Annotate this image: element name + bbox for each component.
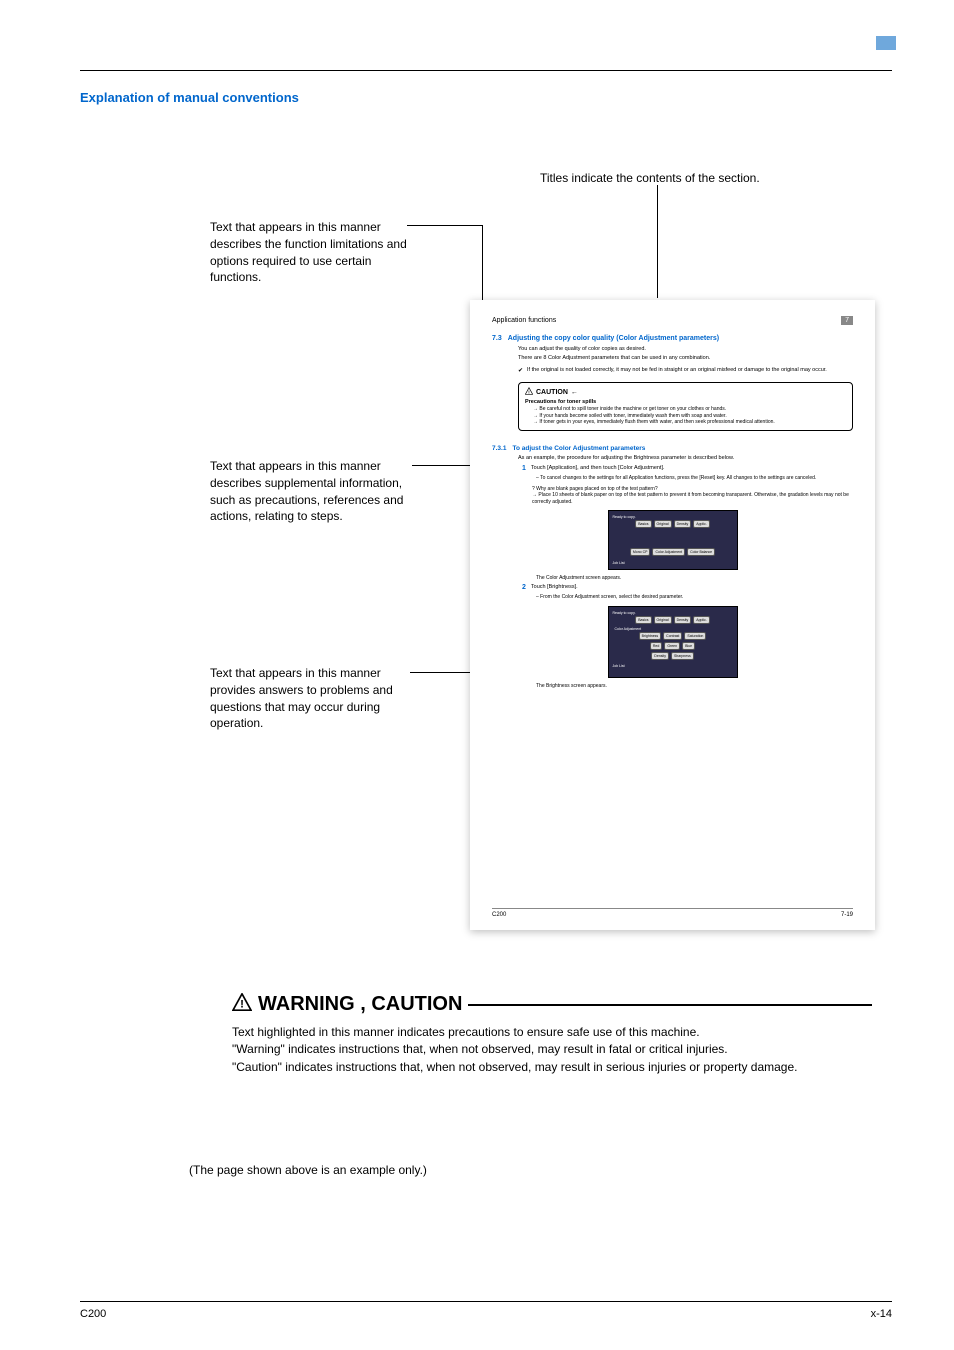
footer-left: C200 — [80, 1308, 106, 1320]
svg-text:!: ! — [240, 999, 244, 1011]
sample-sec-num: 7.3 — [492, 335, 502, 342]
warning-body: Text highlighted in this manner indicate… — [232, 1024, 872, 1076]
caution-icon: ! — [525, 387, 533, 397]
screen-tab: Applic. — [693, 520, 710, 528]
screen-btn: Contrast — [663, 632, 682, 640]
sample-sec-title: Adjusting the copy color quality (Color … — [508, 335, 719, 342]
step2-txt: Touch [Brightness]. — [531, 584, 853, 590]
warning-body-3: "Caution" indicates instructions that, w… — [232, 1059, 872, 1076]
sample-header-title: Application functions — [492, 317, 556, 324]
warning-body-1: Text highlighted in this manner indicate… — [232, 1024, 872, 1041]
step1-num: 1 — [522, 465, 526, 472]
screen-tab: Density — [674, 520, 692, 528]
header-tab — [876, 36, 896, 50]
screen-btn: Mono CP — [630, 548, 651, 556]
sample-sub-sec-title: To adjust the Color Adjustment parameter… — [512, 445, 645, 452]
sample-caution-title: CAUTION — [536, 389, 568, 396]
sample-step-2: 2 Touch [Brightness]. — [522, 584, 853, 591]
sample-footer-left: C200 — [492, 912, 506, 918]
screen-tab: Original — [654, 616, 672, 624]
check-icon: ✔ — [518, 367, 523, 374]
sample-header-badge: 7 — [841, 316, 853, 325]
warning-icon: ! — [232, 993, 252, 1016]
sample-header: Application functions 7 — [492, 316, 853, 325]
screen-tab: Original — [654, 520, 672, 528]
sample-sub-sec-num: 7.3.1 — [492, 445, 506, 452]
sample-page: Application functions 7 7.3 Adjusting th… — [470, 300, 875, 930]
screen-btn: Red — [650, 642, 662, 650]
screen-tab: Basics — [635, 520, 651, 528]
sample-step-1: 1 Touch [Application], and then touch [C… — [522, 465, 853, 472]
title-pointer-line — [657, 185, 658, 298]
screen-tab: Density — [674, 616, 692, 624]
sample-screen-2: Ready to copy. Basics Original Density A… — [608, 606, 738, 678]
screen-btn: Blue — [682, 642, 695, 650]
step1-txt: Touch [Application], and then touch [Col… — [531, 465, 853, 471]
warning-divider — [468, 1004, 872, 1006]
annot1-line-h — [407, 225, 482, 226]
caution-l3: → If toner gets in your eyes, immediatel… — [525, 419, 846, 426]
result2: The Brightness screen appears. — [536, 683, 853, 689]
screen-btn: Saturation — [684, 632, 706, 640]
sample-sub-intro: As an example, the procedure for adjusti… — [518, 455, 853, 462]
top-divider — [80, 70, 892, 71]
annotation-1: Text that appears in this manner describ… — [210, 219, 410, 286]
q-ans: → Place 10 sheets of blank paper on top … — [532, 492, 853, 505]
example-note: (The page shown above is an example only… — [189, 1163, 427, 1177]
sample-intro1: You can adjust the quality of color copi… — [518, 346, 853, 353]
screen-btn: Density — [651, 652, 669, 660]
step2-sub: – From the Color Adjustment screen, sele… — [536, 594, 853, 601]
warning-title: WARNING , CAUTION — [258, 993, 462, 1016]
sample-intro2: There are 8 Color Adjustment parameters … — [518, 355, 853, 362]
screen-btn: Green — [664, 642, 680, 650]
screen-btn: Color Adjustment — [652, 548, 685, 556]
title-caption: Titles indicate the contents of the sect… — [540, 171, 760, 185]
sample-footer: C200 7-19 — [492, 908, 853, 918]
footer-right: x-14 — [871, 1308, 892, 1320]
screen-tab: Applic. — [693, 616, 710, 624]
annotation-2: Text that appears in this manner describ… — [210, 458, 410, 525]
screen-btn: Sharpness — [671, 652, 694, 660]
sample-screen-1: Ready to copy. Basics Original Density A… — [608, 510, 738, 570]
screen2-status: Job List — [612, 663, 734, 669]
sample-caution-box: ! CAUTION ← Precautions for toner spills… — [518, 382, 853, 431]
caution-arrow: ← — [571, 389, 578, 396]
step2-num: 2 — [522, 584, 526, 591]
sample-footer-right: 7-19 — [841, 912, 853, 918]
sample-check-text: If the original is not loaded correctly,… — [527, 367, 827, 374]
annotation-3: Text that appears in this manner provide… — [210, 665, 410, 732]
screen-btn: Brightness — [639, 632, 662, 640]
screen-btn: Color Balance — [687, 548, 715, 556]
warning-section: ! WARNING , CAUTION Text highlighted in … — [232, 993, 872, 1076]
warning-body-2: "Warning" indicates instructions that, w… — [232, 1041, 872, 1058]
screen1-status: Job List — [612, 560, 734, 566]
result1: The Color Adjustment screen appears. — [536, 575, 853, 581]
step1-sub: – To cancel changes to the settings for … — [536, 475, 853, 482]
page-footer: C200 x-14 — [80, 1301, 892, 1320]
section-heading: Explanation of manual conventions — [80, 90, 299, 105]
screen-tab: Basics — [635, 616, 651, 624]
sample-caution-sub: Precautions for toner spills — [525, 399, 846, 405]
